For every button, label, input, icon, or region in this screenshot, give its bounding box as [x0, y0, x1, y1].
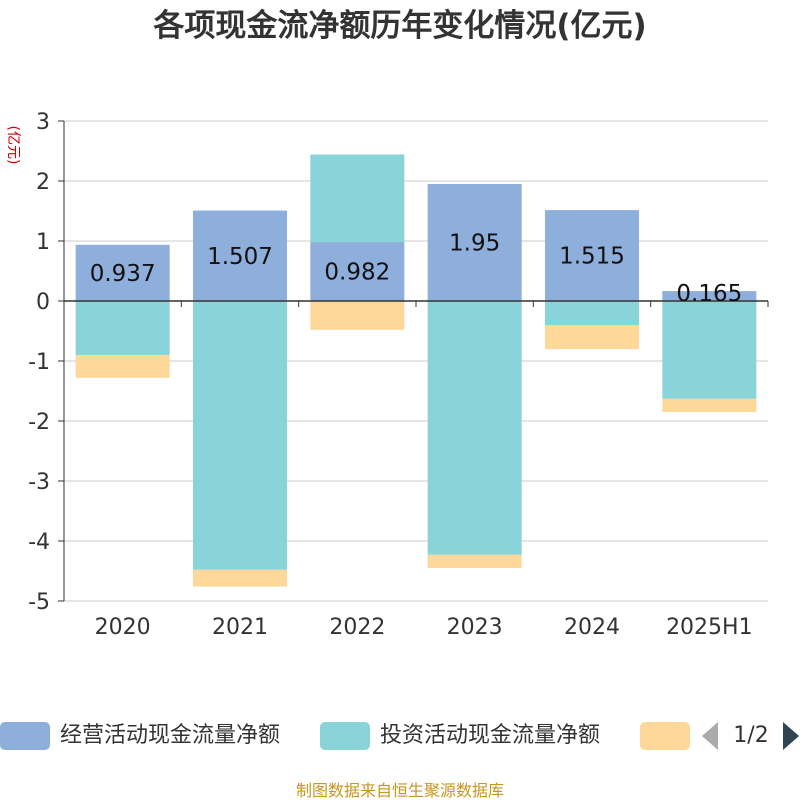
- legend-swatch-1[interactable]: [320, 722, 370, 750]
- x-tick-label: 2024: [564, 615, 620, 640]
- bar-2022-series-0: [310, 242, 405, 301]
- grid: [64, 120, 768, 602]
- legend-label-1[interactable]: 投资活动现金流量净额: [380, 723, 600, 748]
- bar-2021-series-0: [193, 210, 287, 301]
- chart-title: 各项现金流净额历年变化情况(亿元): [152, 8, 646, 44]
- y-tick-label: 0: [36, 290, 50, 315]
- data-label: 0.937: [90, 261, 156, 287]
- y-tick-label: 2: [36, 170, 50, 195]
- y-tick-label: -2: [28, 410, 50, 435]
- x-tick-label: 2022: [329, 615, 385, 640]
- legend-swatch-0[interactable]: [0, 722, 50, 750]
- bar-2022-series-2: [310, 301, 405, 330]
- bar-2025H1-series-0: [662, 291, 757, 301]
- x-tick-label: 2023: [447, 615, 503, 640]
- data-label: 0.982: [324, 260, 390, 286]
- bars: [75, 154, 757, 587]
- bar-2020-series-2: [75, 355, 170, 378]
- bar-2024-series-2: [545, 325, 639, 349]
- data-label: 1.95: [449, 231, 500, 257]
- y-tick-label: 3: [36, 110, 50, 135]
- x-tick-label: 2021: [212, 615, 268, 640]
- bar-2020-series-0: [75, 244, 170, 301]
- y-tick-label: -1: [28, 350, 50, 375]
- pager-prev-icon[interactable]: [702, 722, 718, 750]
- bar-2021-series-1: [193, 301, 287, 570]
- legend-swatch-2[interactable]: [640, 722, 690, 750]
- y-tick-label: -4: [28, 530, 50, 555]
- x-tick-label: 2025H1: [666, 615, 753, 640]
- legend-label-0[interactable]: 经营活动现金流量净额: [60, 723, 280, 748]
- source-text: 制图数据来自恒生聚源数据库: [296, 781, 504, 800]
- y-axis-label: (亿元): [5, 126, 21, 165]
- axes: 3 2 1 0 -1 -2 -3 -4 -5 2020 2021 2022 2023 2024 2025H1: [28, 110, 769, 640]
- bar-2024-series-0: [545, 210, 639, 301]
- y-tick-label: -5: [28, 590, 50, 615]
- bar-2025H1-series-1: [662, 301, 757, 399]
- bar-2022-series-1: [310, 154, 405, 243]
- bar-2025H1-series-2: [662, 398, 757, 412]
- y-tick-label: 1: [36, 230, 50, 255]
- bar-2024-series-1: [545, 301, 639, 325]
- data-label: 1.507: [207, 244, 273, 270]
- bar-2023-series-2: [427, 554, 522, 568]
- y-tick-label: -3: [28, 470, 50, 495]
- data-label: 1.515: [559, 244, 625, 270]
- x-tick-label: 2020: [95, 615, 151, 640]
- legend-pager: 1/2: [702, 722, 799, 750]
- data-labels: 0.937 1.507 0.982 1.95 1.515 0.165: [90, 231, 743, 308]
- bar-2023-series-0: [427, 184, 522, 301]
- pager-next-icon[interactable]: [783, 722, 799, 750]
- pager-text: 1/2: [733, 723, 768, 748]
- legend: 经营活动现金流量净额 投资活动现金流量净额: [0, 722, 690, 750]
- bar-2020-series-1: [75, 301, 170, 355]
- bar-2021-series-2: [193, 569, 287, 587]
- bar-2023-series-1: [427, 301, 522, 555]
- data-label: 0.165: [676, 281, 742, 307]
